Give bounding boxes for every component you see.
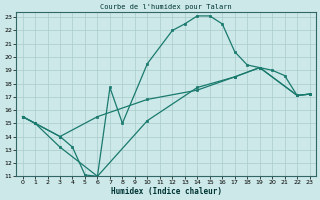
X-axis label: Humidex (Indice chaleur): Humidex (Indice chaleur) (111, 187, 221, 196)
Title: Courbe de l'humidex pour Talarn: Courbe de l'humidex pour Talarn (100, 4, 232, 10)
